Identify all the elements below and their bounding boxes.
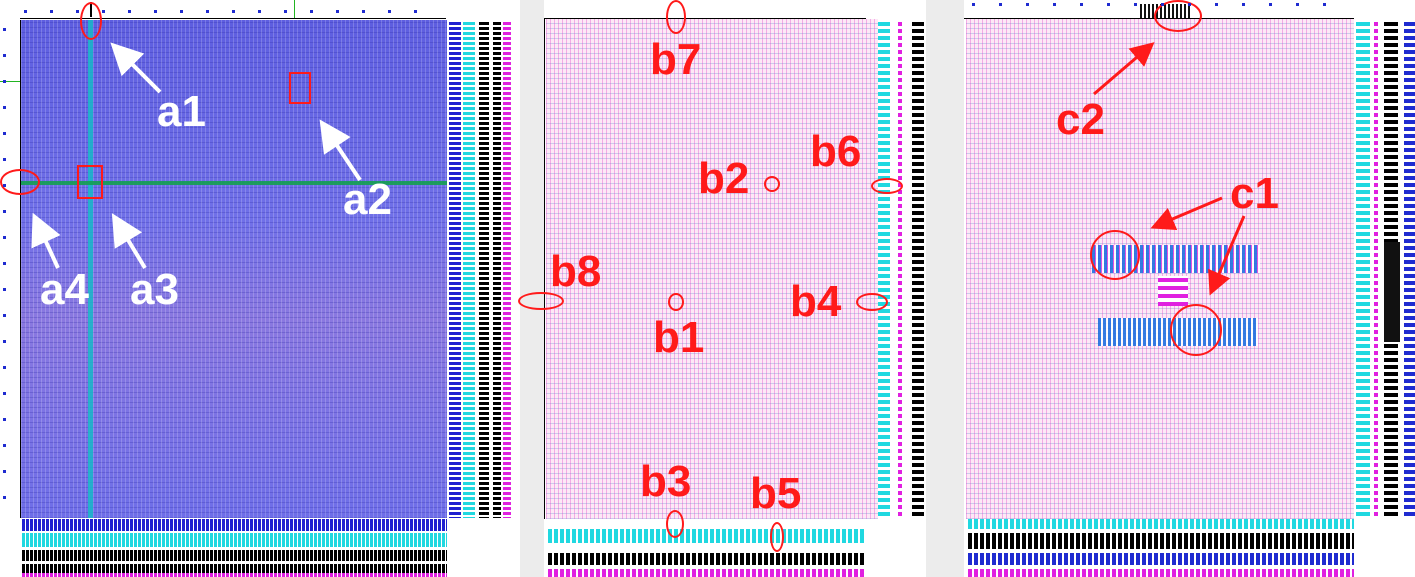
axis-dot [3, 184, 6, 187]
axis-dot [3, 314, 6, 317]
panel-a-top-green-tick [294, 0, 295, 18]
axis-dot [1296, 3, 1299, 6]
panel-b-marker-b2 [764, 176, 780, 192]
axis-dot [128, 10, 131, 13]
panel-b-marker-b7 [666, 0, 686, 34]
label-c2: c2 [1056, 98, 1105, 142]
axis-dot [362, 10, 365, 13]
axis-dot [336, 10, 339, 13]
axis-dot [972, 3, 975, 6]
label-b7: b7 [650, 38, 701, 82]
panel-b-marker-b3 [666, 510, 684, 538]
panel-b-marker-b5 [770, 522, 784, 552]
panel-a-marker-a2 [289, 72, 311, 104]
panel-c-marker-c1-left [1090, 230, 1140, 280]
axis-dot [102, 10, 105, 13]
axis-dot [3, 262, 6, 265]
label-a1: a1 [157, 90, 206, 134]
label-b5: b5 [750, 472, 801, 516]
axis-dot [1269, 3, 1272, 6]
axis-dot [258, 10, 261, 13]
label-b8: b8 [550, 250, 601, 294]
axis-dot [3, 366, 6, 369]
panel-gap-left [520, 0, 544, 577]
axis-dot [3, 340, 6, 343]
axis-dot [1323, 3, 1326, 6]
axis-dot [3, 392, 6, 395]
axis-dot [3, 210, 6, 213]
axis-dot [310, 10, 313, 13]
panel-b-marker-b4 [856, 293, 888, 311]
label-b2: b2 [698, 157, 749, 201]
panel-b-marker-b6 [871, 178, 903, 194]
axis-dot [414, 10, 417, 13]
axis-dot [3, 158, 6, 161]
label-b3: b3 [640, 460, 691, 504]
axis-dot [999, 3, 1002, 6]
axis-dot [206, 10, 209, 13]
panel-c-cluster-mid [1158, 276, 1188, 306]
axis-dot [1107, 3, 1110, 6]
label-b1: b1 [653, 316, 704, 360]
panel-a-bottom-bars [21, 519, 447, 577]
panel-c-right-black-block [1384, 242, 1400, 342]
axis-dot [3, 28, 6, 31]
panel-b-bottom-bars [546, 519, 866, 577]
panel-b-top-strip [544, 0, 866, 19]
axis-dot [388, 10, 391, 13]
axis-dot [284, 10, 287, 13]
axis-dot [3, 54, 6, 57]
axis-dot [1242, 3, 1245, 6]
axis-dot [3, 470, 6, 473]
axis-dot [3, 80, 6, 83]
axis-dot [50, 10, 53, 13]
panel-a-marker-a3 [77, 165, 103, 199]
panel-b: b1 b2 b3 b4 b5 b6 b7 b8 [544, 0, 926, 577]
axis-dot [1215, 3, 1218, 6]
panel-b-marker-b1 [668, 293, 684, 311]
axis-dot [76, 10, 79, 13]
axis-dot [3, 132, 6, 135]
axis-dot [1053, 3, 1056, 6]
axis-dot [3, 236, 6, 239]
panel-c: c1 c2 [964, 0, 1415, 577]
panel-a-right-bars [449, 20, 511, 518]
axis-dot [3, 444, 6, 447]
axis-dot [1080, 3, 1083, 6]
axis-dot [1134, 3, 1137, 6]
axis-dot [232, 10, 235, 13]
panel-a-marker-a1 [80, 2, 102, 40]
axis-dot [3, 496, 6, 499]
axis-dot [154, 10, 157, 13]
panel-b-right-bars [878, 19, 924, 519]
axis-dot [1161, 3, 1164, 6]
panel-b-left-axis [544, 19, 545, 519]
axis-dot [24, 10, 27, 13]
axis-dot [3, 106, 6, 109]
label-b4: b4 [790, 280, 841, 324]
label-a2: a2 [343, 178, 392, 222]
panel-a-marker-a4 [0, 169, 40, 195]
panel-gap-right [926, 0, 964, 577]
axis-dot [1188, 3, 1191, 6]
label-a4: a4 [40, 268, 89, 312]
label-b6: b6 [810, 130, 861, 174]
axis-dot [3, 288, 6, 291]
label-c1: c1 [1230, 172, 1279, 216]
axis-dot [1026, 3, 1029, 6]
label-a3: a3 [130, 268, 179, 312]
panel-a: a1 a2 a3 a4 [0, 0, 520, 577]
axis-dot [180, 10, 183, 13]
panel-c-marker-c1-right [1170, 304, 1222, 356]
panel-c-bottom-bars [966, 519, 1354, 577]
axis-dot [3, 418, 6, 421]
